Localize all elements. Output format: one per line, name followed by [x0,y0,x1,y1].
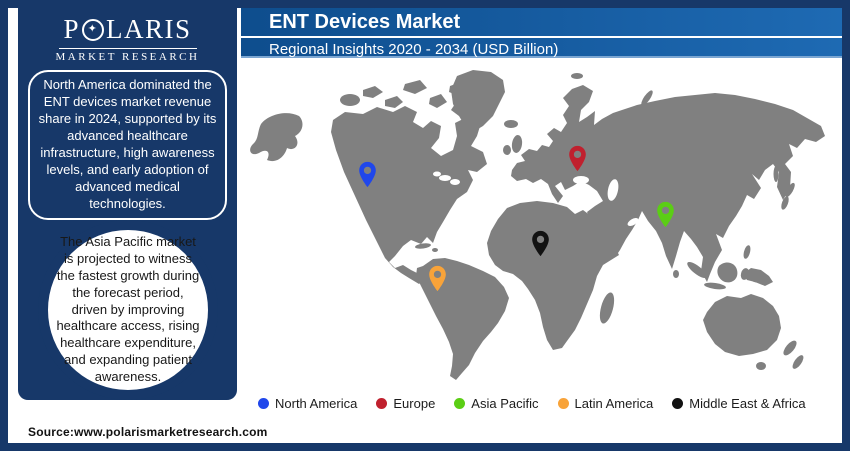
map-pin-asia-pacific [656,201,675,228]
logo-divider [58,48,197,49]
map-pin-europe [568,145,587,172]
source-attribution: Source:www.polarismarketresearch.com [28,425,268,439]
legend-label: Middle East & Africa [689,396,806,411]
asia-pacific-insight-text: The Asia Pacific market is projected to … [56,234,200,385]
asia-pacific-insight-circle: The Asia Pacific market is projected to … [38,220,218,400]
logo-letter-p: P [63,14,80,44]
logo-tagline: MARKET RESEARCH [55,51,200,63]
map-legend: North America Europe Asia Pacific Latin … [258,396,842,411]
compass-star-icon: ✦ [82,18,104,41]
legend-dot-icon [258,398,269,409]
legend-dot-icon [376,398,388,409]
map-pin-north-america [358,161,377,188]
legend-dot-icon [672,398,684,409]
polaris-logo: P ✦ LARIS MARKET RESEARCH [18,8,237,63]
legend-item-europe: Europe [376,396,435,411]
legend-item-north-america: North America [258,396,357,411]
page-title: ENT Devices Market [241,8,842,38]
map-pin-middle-east-africa [531,230,550,257]
world-map [245,60,842,390]
north-america-insight-text: North America dominated the ENT devices … [38,77,217,211]
logo-letters-rest: LARIS [106,14,192,44]
continents [250,70,825,380]
page-subtitle: Regional Insights 2020 - 2034 (USD Billi… [269,41,559,58]
north-america-insight-box: North America dominated the ENT devices … [28,70,227,220]
legend-label: Latin America [574,396,654,411]
sidebar-panel: P ✦ LARIS MARKET RESEARCH North America do… [18,8,237,400]
legend-label: North America [275,396,358,411]
inland-seas [433,171,639,226]
header-band: ENT Devices Market Regional Insights 202… [241,8,842,58]
legend-item-latin-america: Latin America [557,396,654,411]
logo-wordmark: P ✦ LARIS [18,14,237,45]
legend-label: Europe [393,396,436,411]
legend-item-asia-pacific: Asia Pacific [454,396,539,411]
legend-dot-icon [557,398,569,409]
map-pin-latin-america [428,265,447,292]
legend-dot-icon [454,398,466,409]
legend-item-middle-east-africa: Middle East & Africa [672,396,806,411]
world-map-svg [250,70,825,380]
legend-label: Asia Pacific [471,396,539,411]
